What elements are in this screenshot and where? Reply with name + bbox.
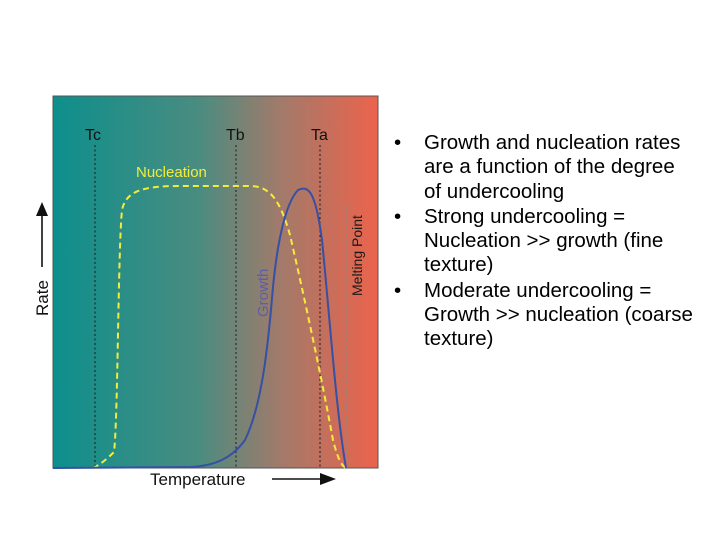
bullet-strong-undercooling: Strong undercooling = Nucleation >> grow… [394, 205, 694, 278]
nucleation-label: Nucleation [136, 164, 207, 181]
tc-label: Tc [85, 127, 101, 144]
growth-label: Growth [255, 269, 272, 317]
ta-label: Ta [311, 127, 328, 144]
temperature-axis-label: Temperature [150, 470, 245, 489]
temperature-gradient-panel [52, 95, 379, 469]
temperature-arrow-head [320, 473, 336, 485]
rate-arrow-head [36, 202, 48, 216]
bullet-moderate-undercooling: Moderate undercooling = Growth >> nuclea… [394, 279, 694, 352]
bullet-growth-nucleation: Growth and nucleation rates are a functi… [394, 131, 694, 204]
tb-label: Tb [226, 127, 245, 144]
bullet-list: Growth and nucleation rates are a functi… [394, 131, 694, 353]
nucleation-curve [92, 185, 347, 469]
growth-curve [52, 187, 347, 469]
rate-axis-label: Rate [33, 280, 52, 316]
melting-point-label: Melting Point [349, 215, 365, 296]
